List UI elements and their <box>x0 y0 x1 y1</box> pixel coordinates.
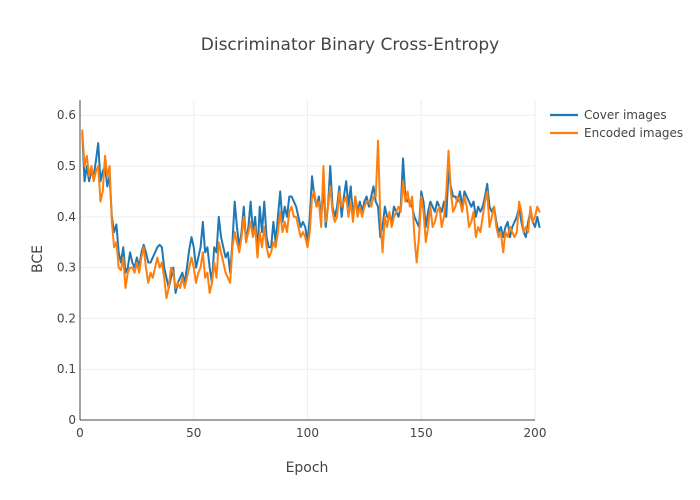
legend-item-encoded-images[interactable]: Encoded images <box>550 126 683 140</box>
y-tick-label: 0.4 <box>57 210 76 224</box>
legend-label-encoded-images: Encoded images <box>584 126 683 140</box>
x-axis-title: Epoch <box>286 460 329 476</box>
x-tick-label: 0 <box>76 426 84 440</box>
x-tick-label: 100 <box>296 426 319 440</box>
legend-item-cover-images[interactable]: Cover images <box>550 108 667 122</box>
legend-label-cover-images: Cover images <box>584 108 667 122</box>
x-tick-label: 150 <box>410 426 433 440</box>
series-line-encoded-images <box>81 129 541 300</box>
chart-title: Discriminator Binary Cross-Entropy <box>201 35 499 55</box>
tick-labels: 0 0.1 0.2 0.3 0.4 0.5 0.6 0 50 100 150 200 <box>57 108 547 440</box>
y-axis-title: BCE <box>30 245 46 273</box>
axes <box>79 100 535 421</box>
y-tick-label: 0.6 <box>57 108 76 122</box>
legend[interactable]: Cover images Encoded images <box>550 108 683 140</box>
y-tick-label: 0.5 <box>57 159 76 173</box>
x-tick-label: 200 <box>524 426 547 440</box>
x-tick-label: 50 <box>186 426 201 440</box>
y-tick-label: 0.2 <box>57 311 76 325</box>
plot-area <box>81 129 541 300</box>
y-tick-label: 0.1 <box>57 362 76 376</box>
y-tick-label: 0 <box>68 413 76 427</box>
y-tick-label: 0.3 <box>57 261 76 275</box>
